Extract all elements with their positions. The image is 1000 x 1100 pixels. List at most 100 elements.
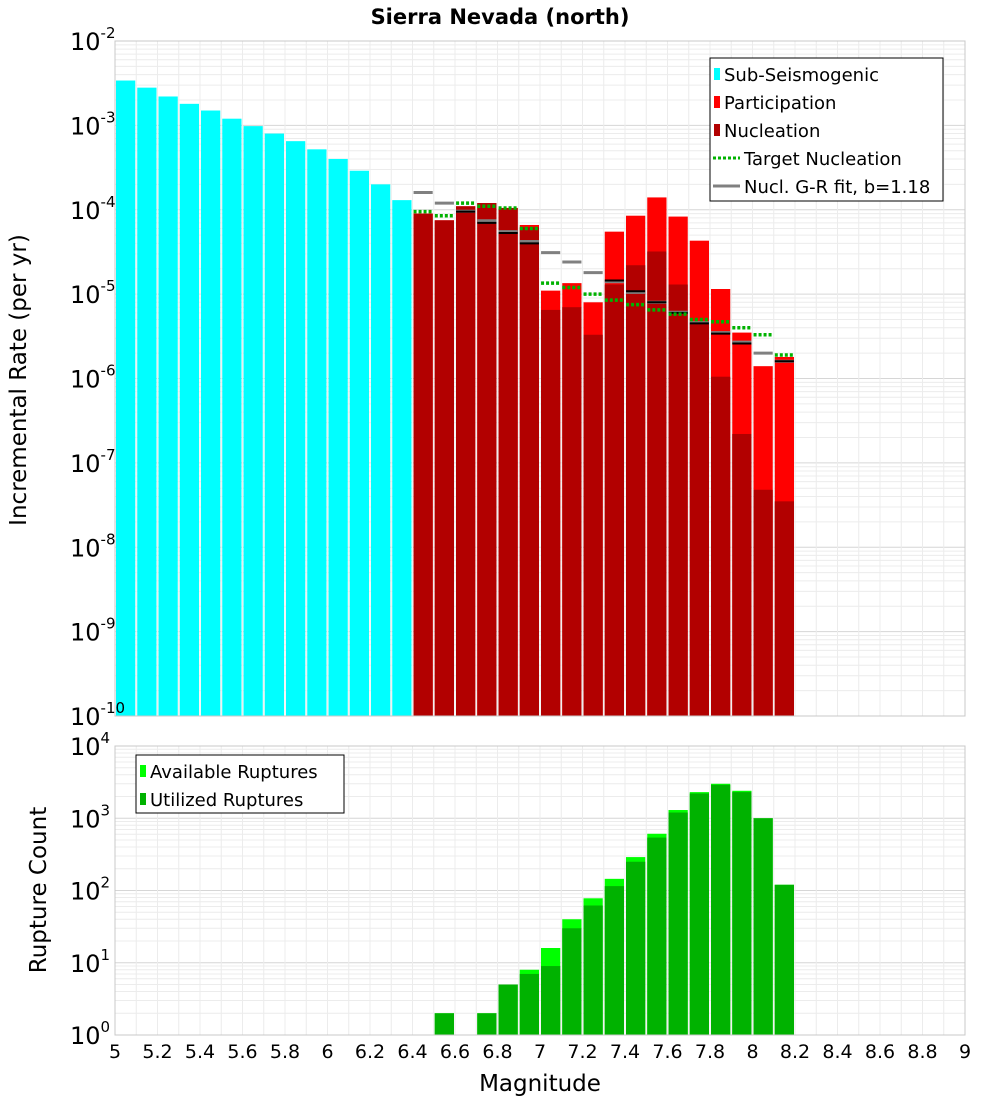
- x-tick-label: 7.2: [567, 1041, 597, 1063]
- top-legend-swatch: [714, 68, 720, 80]
- utilized-ruptures-bar: [626, 861, 646, 1035]
- bottom-legend-label: Available Ruptures: [150, 762, 318, 783]
- utilized-ruptures-bar: [753, 818, 773, 1035]
- bottom-y-tick-label: 100: [70, 1018, 110, 1050]
- x-tick-label: 8.6: [865, 1041, 895, 1063]
- sub-seismogenic-bar: [243, 126, 263, 717]
- utilized-ruptures-bar: [668, 812, 688, 1035]
- x-tick-label: 6.4: [397, 1041, 427, 1063]
- sub-seismogenic-bar: [392, 200, 412, 716]
- x-tick-label: 6.2: [355, 1041, 385, 1063]
- x-tick-label: 7: [534, 1041, 546, 1063]
- top-y-tick-label: 10-7: [70, 446, 116, 478]
- x-tick-label: 5: [109, 1041, 121, 1063]
- x-tick-label: 5.6: [227, 1041, 257, 1063]
- bottom-legend-label: Utilized Ruptures: [150, 790, 303, 811]
- utilized-ruptures-bar: [434, 1013, 454, 1035]
- top-plot-frame: [114, 40, 966, 717]
- nucleation-bar: [434, 220, 454, 717]
- bottom-y-tick-label: 103: [70, 801, 110, 833]
- nucleation-bar: [477, 203, 497, 716]
- top-y-tick-label: 10-4: [70, 193, 116, 225]
- x-axis-label: Magnitude: [479, 1071, 601, 1097]
- utilized-ruptures-bar: [774, 884, 794, 1035]
- sub-seismogenic-bar: [179, 103, 199, 717]
- top-legend-label: Sub-Seismogenic: [724, 65, 879, 86]
- nucleation-bar: [583, 334, 603, 716]
- x-tick-label: 7.8: [695, 1041, 725, 1063]
- nucleation-bar: [647, 251, 667, 716]
- bottom-legend-swatch: [140, 793, 146, 805]
- axis-ticks: 10-10 10-9 10-8 10-7 10-6 10-5 10-4 10-3 10-2 100…: [70, 24, 971, 1063]
- bottom-legend-swatch: [140, 765, 146, 777]
- x-tick-label: 5.4: [185, 1041, 215, 1063]
- utilized-ruptures-bar: [498, 984, 518, 1035]
- nucleation-bar: [668, 284, 688, 716]
- plot-frames: [114, 40, 966, 1036]
- nucleation-bar: [774, 501, 794, 716]
- x-tick-label: 6.8: [482, 1041, 512, 1063]
- nucleation-bar: [413, 213, 433, 717]
- top-y-tick-label: 10-10: [70, 699, 125, 731]
- top-legend-swatch: [714, 96, 720, 108]
- bottom-plot-bars: [434, 783, 794, 1035]
- x-tick-label: 8: [746, 1041, 758, 1063]
- top-y-tick-label: 10-6: [70, 362, 116, 394]
- top-legend-box: [709, 57, 944, 202]
- nucleation-bar: [604, 284, 624, 716]
- utilized-ruptures-bar: [477, 1013, 497, 1035]
- top-y-tick-label: 10-8: [70, 530, 116, 562]
- x-tick-label: 7.4: [610, 1041, 640, 1063]
- bottom-y-axis-label: Rupture Count: [26, 807, 52, 973]
- x-tick-label: 9: [959, 1041, 971, 1063]
- utilized-ruptures-bar: [583, 905, 603, 1035]
- utilized-ruptures-bar: [647, 837, 667, 1035]
- x-tick-label: 8.2: [780, 1041, 810, 1063]
- bottom-legend-box: [135, 754, 345, 814]
- sub-seismogenic-bar: [349, 170, 369, 716]
- sub-seismogenic-bar: [201, 110, 221, 716]
- nucleation-bar: [498, 207, 518, 716]
- utilized-ruptures-bar: [541, 966, 561, 1035]
- nucleation-bar: [753, 489, 773, 716]
- nucleation-bar: [732, 433, 752, 716]
- x-tick-label: 5.8: [270, 1041, 300, 1063]
- sub-seismogenic-bar: [158, 96, 178, 716]
- bottom-y-tick-label: 104: [70, 729, 110, 761]
- sub-seismogenic-bar: [286, 141, 306, 717]
- top-plot-lines: [413, 191, 794, 363]
- nucleation-bar: [562, 307, 582, 716]
- x-tick-label: 6.6: [440, 1041, 470, 1063]
- top-legend-swatch: [714, 124, 720, 136]
- utilized-ruptures-bar: [604, 886, 624, 1035]
- bottom-y-tick-label: 101: [70, 946, 110, 978]
- x-tick-label: 7.6: [652, 1041, 682, 1063]
- utilized-ruptures-bar: [519, 973, 539, 1035]
- top-plot-bars: [116, 80, 794, 717]
- legends: Sub-Seismogenic Participation Nucleation Ta…: [135, 57, 944, 814]
- x-tick-label: 8.8: [907, 1041, 937, 1063]
- bottom-plot-frame: [114, 745, 966, 1036]
- utilized-ruptures-bar: [711, 784, 731, 1035]
- sub-seismogenic-bar: [116, 80, 136, 716]
- sub-seismogenic-bar: [371, 184, 391, 717]
- nucleation-bar: [711, 376, 731, 716]
- top-y-tick-label: 10-9: [70, 615, 116, 647]
- top-legend-label: Target Nucleation: [743, 149, 902, 170]
- nucleation-bar: [456, 206, 476, 716]
- top-y-tick-label: 10-2: [70, 24, 116, 56]
- utilized-ruptures-bar: [732, 792, 752, 1035]
- sub-seismogenic-bar: [137, 87, 157, 716]
- bottom-y-tick-label: 102: [70, 874, 110, 906]
- top-y-tick-label: 10-3: [70, 108, 116, 140]
- nucleation-bar: [519, 227, 539, 716]
- top-y-tick-label: 10-5: [70, 277, 116, 309]
- utilized-ruptures-bar: [562, 928, 582, 1035]
- nucleation-bar: [541, 309, 561, 716]
- top-legend-label: Participation: [724, 93, 836, 114]
- chart-title: Sierra Nevada (north): [371, 5, 630, 29]
- sub-seismogenic-bar: [328, 158, 348, 717]
- nucleation-bar: [689, 323, 709, 716]
